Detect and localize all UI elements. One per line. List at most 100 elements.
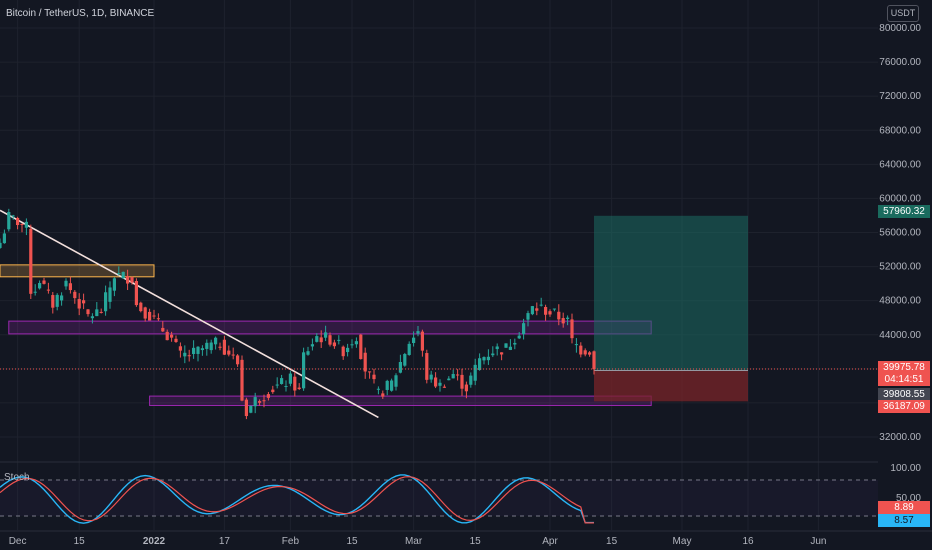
candle-body bbox=[425, 353, 429, 380]
candle-body bbox=[500, 352, 504, 355]
candle-body bbox=[385, 380, 389, 390]
candle-body bbox=[508, 346, 512, 350]
candle-body bbox=[143, 307, 147, 319]
candle-body bbox=[548, 311, 552, 315]
candle-body bbox=[200, 348, 204, 351]
candle-body bbox=[55, 294, 59, 307]
time-tick-label: Feb bbox=[282, 536, 300, 547]
candle-body bbox=[592, 351, 596, 370]
candle-body bbox=[104, 292, 108, 312]
candle-body bbox=[174, 338, 178, 342]
price-tick-label: 64000.00 bbox=[879, 159, 921, 170]
candle-body bbox=[478, 358, 482, 371]
stoch-d-line bbox=[0, 476, 594, 524]
time-tick-label: 17 bbox=[219, 536, 231, 547]
candle-body bbox=[544, 307, 548, 315]
candle-body bbox=[376, 388, 380, 390]
candle-body bbox=[205, 342, 209, 349]
stoch-k-tag: 8.89 bbox=[878, 501, 930, 514]
candle-body bbox=[495, 346, 499, 350]
stoch-d-tag: 8.57 bbox=[878, 514, 930, 527]
candle-body bbox=[570, 319, 574, 339]
stop-zone[interactable] bbox=[594, 370, 748, 402]
time-tick-label: 15 bbox=[346, 536, 358, 547]
stoch-k-line bbox=[0, 474, 594, 524]
candle-body bbox=[108, 287, 112, 302]
candle-body bbox=[218, 346, 222, 348]
candle-body bbox=[192, 347, 196, 355]
candle-body bbox=[275, 384, 279, 386]
trendline[interactable] bbox=[0, 209, 379, 419]
zone-rect[interactable] bbox=[8, 320, 652, 335]
candle-body bbox=[170, 334, 174, 338]
candle-body bbox=[434, 377, 438, 387]
candle-body bbox=[403, 354, 407, 366]
downtrend-line[interactable] bbox=[0, 209, 379, 419]
candle-body bbox=[95, 309, 99, 317]
countdown-tag: 04:14:51 bbox=[878, 373, 930, 386]
candle-body bbox=[491, 353, 495, 356]
candle-body bbox=[262, 400, 266, 402]
candle-body bbox=[90, 316, 94, 319]
candle-body bbox=[20, 223, 24, 226]
candle-body bbox=[73, 291, 77, 299]
candle-body bbox=[249, 405, 253, 413]
candle-body bbox=[60, 295, 64, 301]
price-tick-label: 80000.00 bbox=[879, 23, 921, 34]
candle-body bbox=[310, 344, 314, 347]
stoch-tick-label: 100.00 bbox=[890, 463, 921, 474]
candle-body bbox=[139, 302, 143, 312]
zone-rect[interactable] bbox=[149, 395, 652, 406]
candle-body bbox=[390, 380, 394, 391]
candle-body bbox=[381, 393, 385, 397]
candle-body bbox=[297, 387, 301, 390]
candle-body bbox=[579, 345, 583, 355]
candle-body bbox=[258, 401, 262, 403]
candle-body bbox=[315, 336, 319, 342]
stoch-indicator-label[interactable]: Stoch bbox=[4, 472, 30, 483]
candle-body bbox=[271, 389, 275, 393]
candle-body bbox=[236, 355, 240, 365]
candle-body bbox=[566, 317, 570, 319]
candle-body bbox=[504, 343, 508, 348]
time-tick-label: Mar bbox=[405, 536, 423, 547]
long-position-tool[interactable] bbox=[594, 215, 748, 402]
candle-body bbox=[209, 342, 213, 351]
candle-body bbox=[306, 351, 310, 355]
candle-body bbox=[302, 352, 306, 389]
stoch-pane bbox=[0, 474, 878, 524]
time-tick-label: Dec bbox=[9, 536, 27, 547]
candle-body bbox=[284, 385, 288, 387]
candle-body bbox=[222, 339, 226, 355]
candle-body bbox=[526, 313, 530, 320]
price-tick-label: 76000.00 bbox=[879, 57, 921, 68]
price-tick-label: 32000.00 bbox=[879, 432, 921, 443]
time-tick-label: 2022 bbox=[143, 536, 166, 547]
candle-body bbox=[346, 347, 350, 353]
currency-badge[interactable]: USDT bbox=[887, 5, 919, 22]
time-axis[interactable]: Dec 15 2022 17 Feb 15 Mar 15 Apr 15 May 16 Jun bbox=[0, 530, 932, 550]
candle-body bbox=[447, 378, 451, 381]
target-price-tag: 57960.32 bbox=[878, 205, 930, 218]
candle-body bbox=[187, 355, 191, 357]
candle-body bbox=[319, 337, 323, 343]
candle-body bbox=[0, 242, 2, 248]
candle-body bbox=[121, 271, 125, 279]
candle-body bbox=[33, 291, 37, 293]
time-axis-bg[interactable] bbox=[0, 531, 932, 550]
price-tick-label: 56000.00 bbox=[879, 228, 921, 239]
candle-body bbox=[293, 376, 297, 391]
candle-body bbox=[341, 346, 345, 357]
candle-body bbox=[438, 382, 442, 386]
candle-body bbox=[368, 371, 372, 373]
symbol-title: Bitcoin / TetherUS, 1D, BINANCE bbox=[6, 8, 155, 19]
price-axis-bg[interactable] bbox=[878, 0, 932, 550]
candle-body bbox=[328, 335, 332, 345]
price-tick-label: 48000.00 bbox=[879, 296, 921, 307]
zone-rect[interactable] bbox=[0, 264, 155, 278]
candle-body bbox=[227, 350, 231, 355]
price-axis[interactable]: 32000.0036000.0040000.0044000.0048000.00… bbox=[878, 0, 932, 550]
target-zone[interactable] bbox=[594, 215, 748, 371]
candle-body bbox=[416, 331, 420, 334]
